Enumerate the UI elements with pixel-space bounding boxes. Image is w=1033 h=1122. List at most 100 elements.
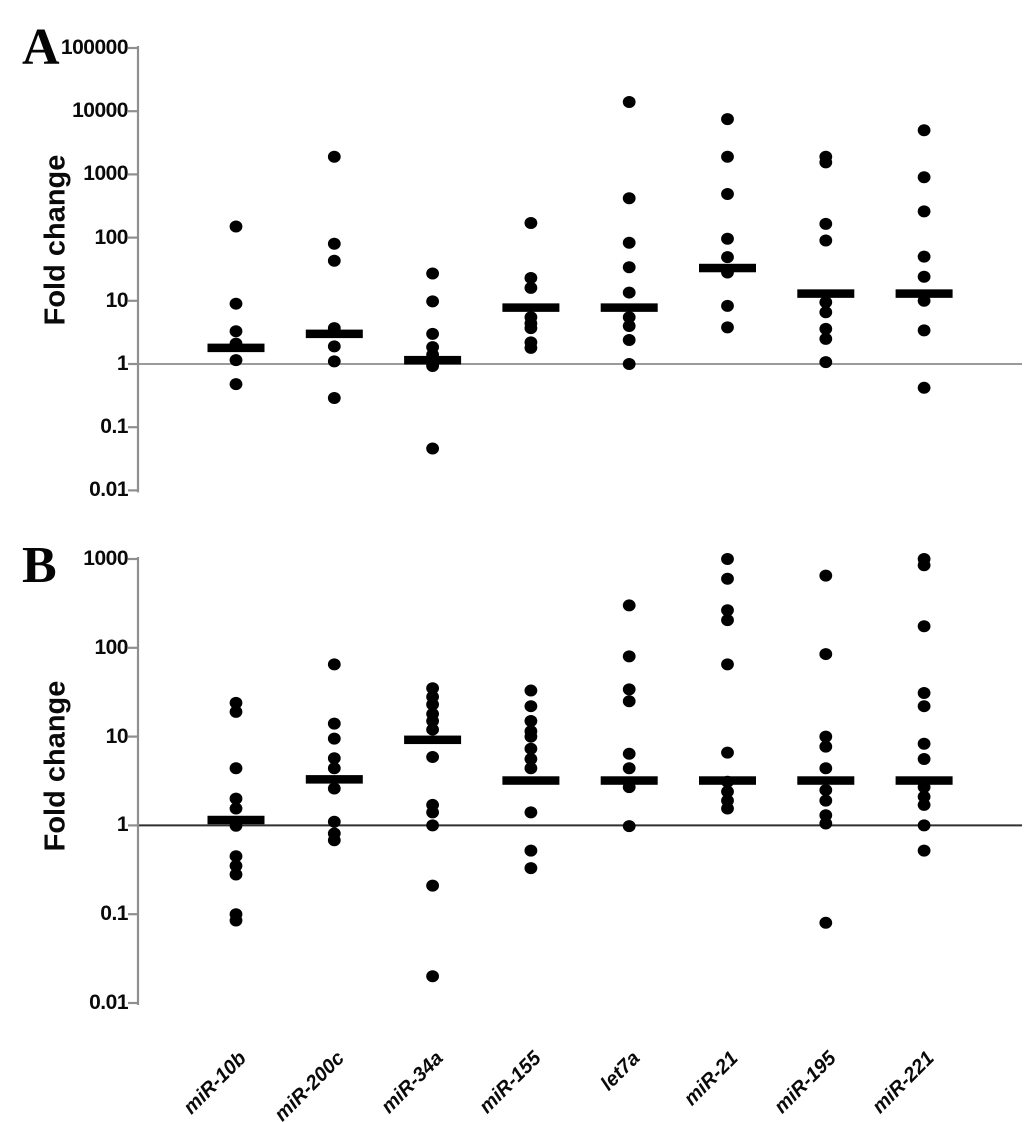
median-bar: [305, 775, 363, 784]
data-point-dot: [721, 614, 734, 627]
median-bar: [895, 776, 953, 785]
data-point-dot: [524, 844, 538, 857]
data-point-dot: [917, 620, 931, 633]
data-point-dot: [327, 782, 341, 795]
data-point-dot: [524, 341, 538, 354]
data-point-dot: [622, 95, 636, 108]
data-point-dot: [327, 834, 341, 847]
data-point-dot: [426, 682, 439, 695]
data-point-dot: [524, 806, 538, 819]
data-point-dot: [721, 553, 734, 565]
data-point-dot: [819, 296, 833, 309]
median-bar: [207, 815, 265, 825]
data-point-dot: [622, 599, 636, 612]
data-point-dot: [426, 970, 439, 983]
median-bar: [797, 776, 855, 785]
data-point-dot: [721, 746, 734, 759]
data-point-dot: [524, 730, 538, 743]
data-point-dot: [327, 762, 341, 775]
data-point-dot: [819, 740, 833, 753]
y-axis-tick-label: 0.01: [89, 991, 128, 1014]
data-point-dot: [721, 251, 734, 264]
data-point-dot: [622, 311, 636, 324]
data-point-dot: [327, 254, 341, 267]
data-point-dot: [524, 322, 538, 335]
data-point-dot: [917, 324, 931, 337]
data-point-dot: [426, 750, 439, 763]
data-point-dot: [229, 378, 243, 391]
data-point-dot: [524, 714, 538, 727]
data-point-dot: [622, 358, 636, 370]
data-point-dot: [721, 604, 734, 617]
data-point-dot: [229, 802, 243, 815]
data-point-dot: [229, 297, 243, 310]
data-point-dot: [819, 809, 833, 822]
data-point-dot: [917, 737, 931, 750]
data-point-dot: [721, 232, 734, 245]
data-point-dot: [917, 844, 931, 857]
median-bar: [207, 343, 265, 353]
data-point-dot: [229, 868, 243, 881]
data-point-dot: [229, 914, 243, 927]
data-point-dot: [917, 250, 931, 263]
data-point-dot: [917, 819, 931, 832]
y-axis-tick-label: 10000: [72, 99, 128, 123]
data-point-dot: [917, 798, 931, 811]
data-point-dot: [327, 717, 341, 730]
data-point-dot: [917, 381, 931, 394]
data-point-dot: [426, 806, 439, 819]
y-axis-tick-label: 100: [94, 225, 128, 249]
median-bar: [797, 289, 855, 298]
data-point-dot: [229, 762, 243, 775]
y-axis-tick-label: 0.01: [89, 478, 128, 502]
data-point-dot: [819, 794, 833, 807]
data-point-dot: [524, 752, 538, 765]
data-point-dot: [917, 205, 931, 218]
panel-b-label: B: [22, 537, 57, 594]
median-bar: [404, 355, 462, 365]
data-point-dot: [917, 171, 931, 184]
median-bar: [895, 289, 953, 298]
median-bar: [699, 776, 756, 785]
data-point-dot: [622, 820, 636, 833]
data-point-dot: [622, 261, 636, 274]
median-bar: [502, 303, 560, 312]
data-point-dot: [622, 319, 636, 332]
data-point-dot: [819, 156, 833, 169]
data-point-dot: [622, 762, 636, 775]
data-point-dot: [721, 658, 734, 671]
data-point-dot: [721, 572, 734, 585]
data-point-dot: [721, 150, 734, 163]
data-point-dot: [819, 762, 833, 775]
data-point-dot: [917, 270, 931, 283]
data-point-dot: [721, 299, 734, 312]
median-bar: [305, 329, 363, 339]
data-point-dot: [524, 271, 538, 284]
data-point-dot: [819, 217, 833, 230]
data-point-dot: [229, 859, 243, 872]
data-point-dot: [524, 281, 538, 294]
data-point-dot: [819, 784, 833, 797]
data-point-dot: [426, 327, 439, 340]
data-point-dot: [622, 650, 636, 663]
data-point-dot: [524, 700, 538, 713]
data-point-dot: [622, 286, 636, 299]
data-point-dot: [229, 705, 243, 718]
data-point-dot: [327, 658, 341, 671]
data-point-dot: [327, 237, 341, 250]
median-bar: [600, 303, 658, 312]
y-axis-tick-label: 1000: [83, 547, 128, 570]
data-point-dot: [229, 792, 243, 805]
data-point-dot: [524, 742, 538, 755]
data-point-dot: [622, 683, 636, 696]
data-point-dot: [524, 862, 538, 875]
median-bar: [699, 263, 756, 273]
data-point-dot: [426, 295, 439, 308]
data-point-dot: [327, 732, 341, 745]
data-point-dot: [426, 879, 439, 892]
data-point-dot: [524, 217, 538, 230]
y-axis-tick-label: 100000: [60, 36, 129, 59]
data-point-dot: [229, 850, 243, 863]
